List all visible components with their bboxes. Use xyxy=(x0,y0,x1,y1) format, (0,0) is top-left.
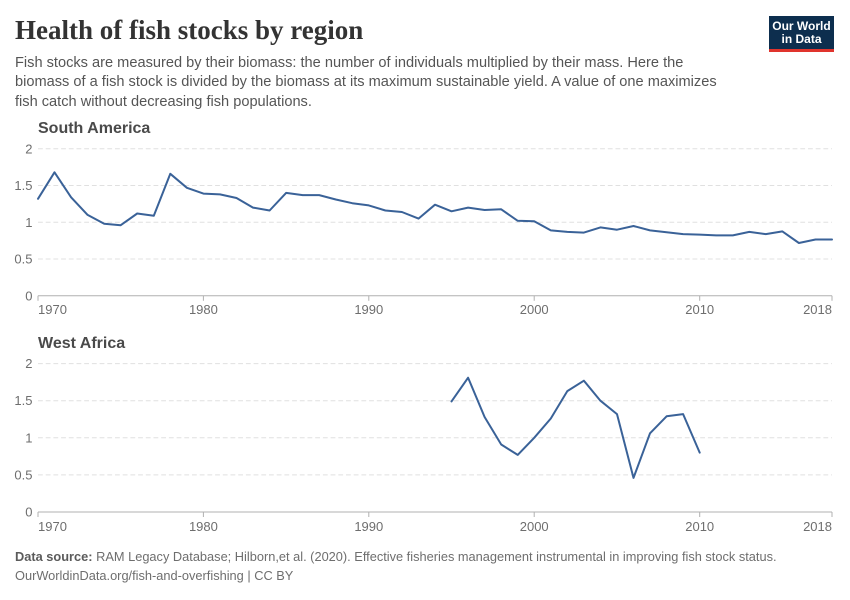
svg-text:1990: 1990 xyxy=(354,302,383,317)
svg-text:2010: 2010 xyxy=(685,302,714,317)
svg-text:2018: 2018 xyxy=(803,302,832,317)
svg-text:1980: 1980 xyxy=(189,519,218,534)
svg-text:2: 2 xyxy=(25,141,32,156)
svg-text:2018: 2018 xyxy=(803,519,832,534)
svg-text:1970: 1970 xyxy=(38,302,67,317)
svg-text:0.5: 0.5 xyxy=(14,252,32,267)
svg-text:1980: 1980 xyxy=(189,302,218,317)
svg-text:1990: 1990 xyxy=(354,519,383,534)
svg-text:0: 0 xyxy=(25,505,32,520)
svg-text:0: 0 xyxy=(25,288,32,303)
svg-text:2000: 2000 xyxy=(520,519,549,534)
svg-text:0.5: 0.5 xyxy=(14,467,32,482)
svg-text:2010: 2010 xyxy=(685,519,714,534)
svg-text:2000: 2000 xyxy=(520,302,549,317)
svg-text:1970: 1970 xyxy=(38,519,67,534)
svg-text:1.5: 1.5 xyxy=(14,393,32,408)
svg-text:2: 2 xyxy=(25,356,32,371)
svg-text:1.5: 1.5 xyxy=(14,178,32,193)
svg-text:1: 1 xyxy=(25,430,32,445)
svg-text:1: 1 xyxy=(25,215,32,230)
